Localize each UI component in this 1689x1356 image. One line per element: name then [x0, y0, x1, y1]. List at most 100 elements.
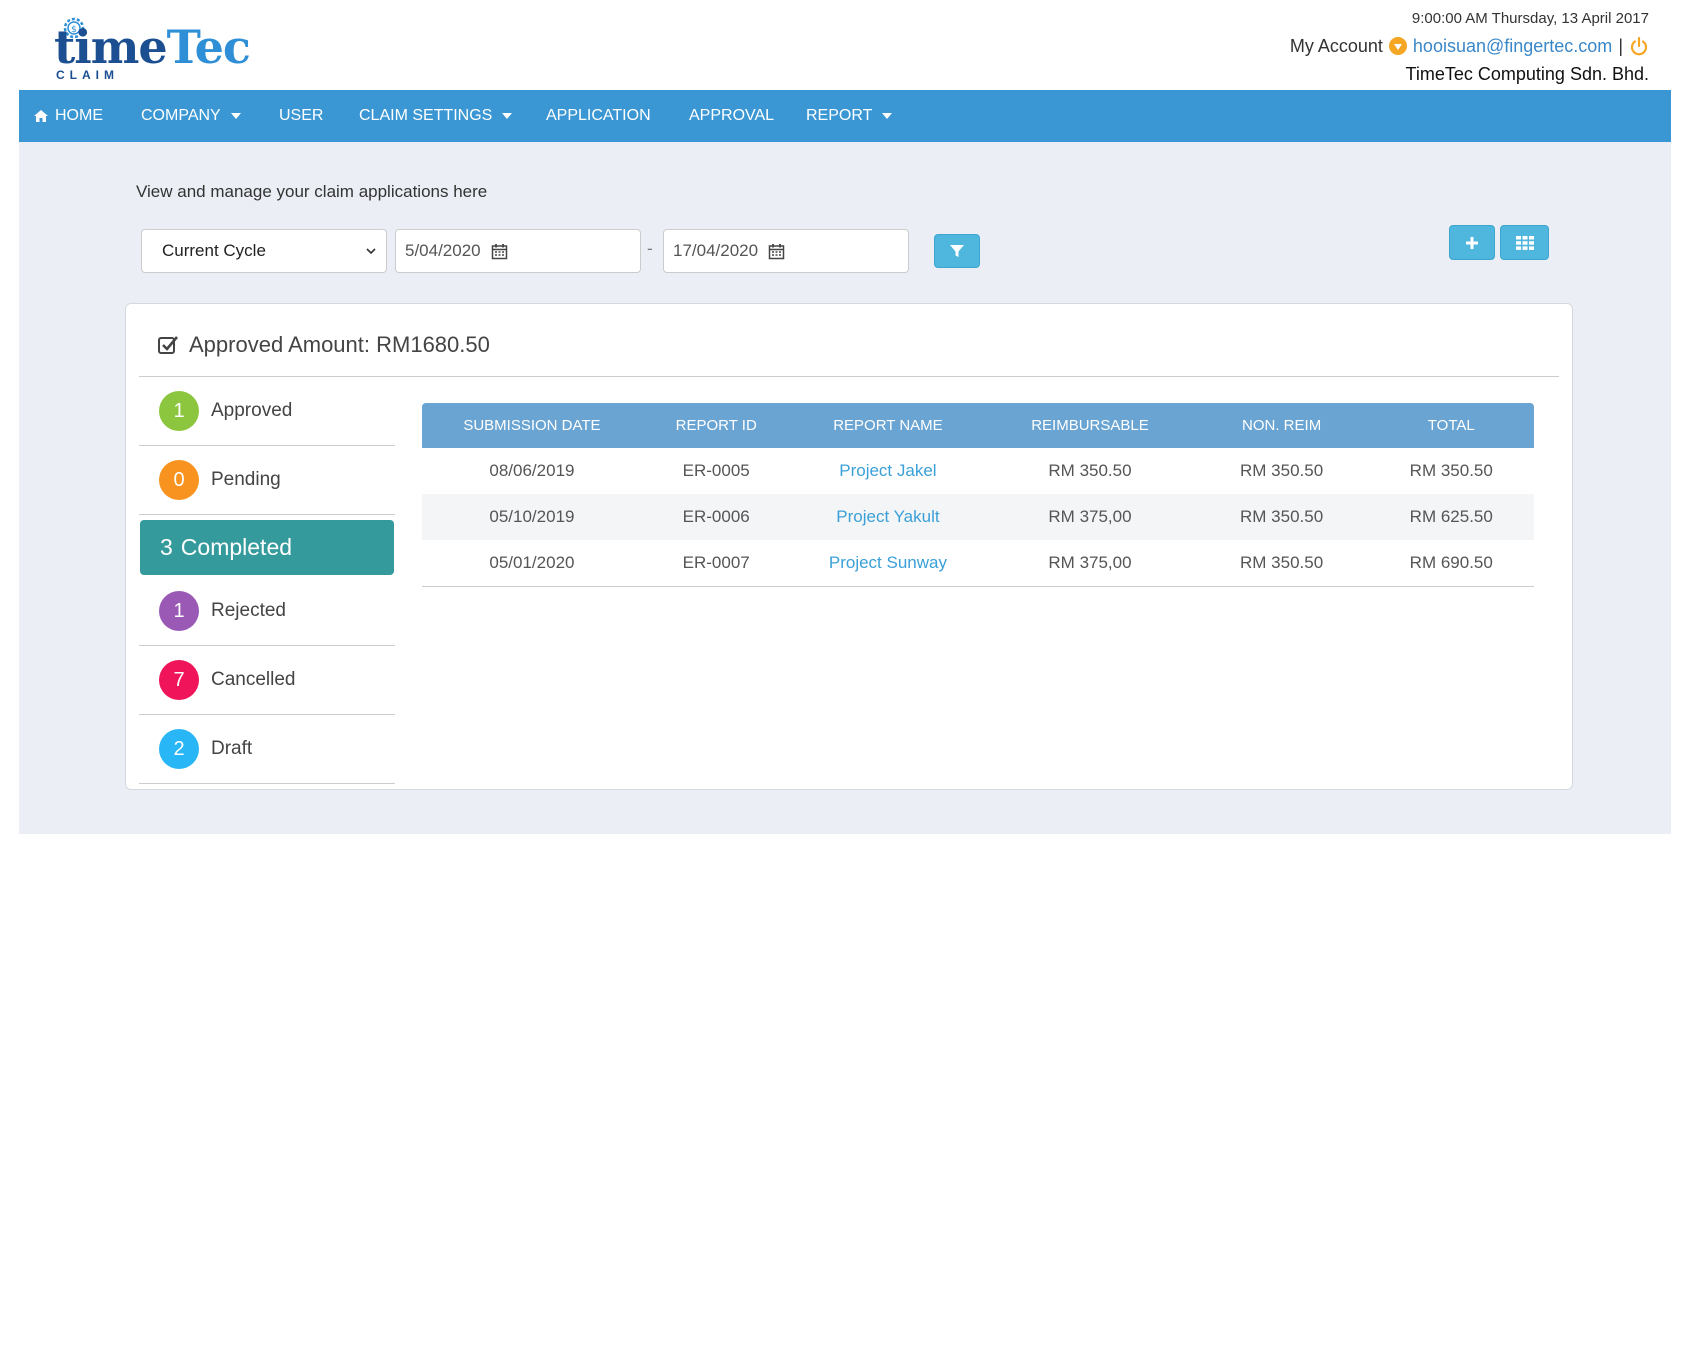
logo-word-time: time	[54, 20, 168, 74]
report-name-link[interactable]: Project Sunway	[790, 540, 986, 587]
add-claim-button[interactable]	[1449, 225, 1495, 260]
table-row[interactable]: 05/01/2020 ER-0007 Project Sunway RM 375…	[422, 540, 1534, 587]
status-count: 3	[160, 534, 173, 560]
date-to-input[interactable]: 17/04/2020	[663, 229, 909, 273]
logo-word-tec: Tec	[166, 20, 251, 74]
user-email-link[interactable]: hooisuan@fingertec.com	[1412, 35, 1613, 56]
main-navbar: HOME COMPANY USER CLAIM SETTINGS APPLICA…	[19, 90, 1671, 142]
table-row[interactable]: 05/10/2019 ER-0006 Project Yakult RM 375…	[422, 494, 1534, 540]
logo-wordmark: timeTec	[54, 24, 251, 70]
nav-approval-label: APPROVAL	[689, 107, 775, 124]
nav-claim-settings[interactable]: CLAIM SETTINGS	[359, 90, 513, 142]
home-icon	[34, 110, 48, 122]
status-pending[interactable]: 0 Pending	[139, 446, 395, 515]
cell-report-id: ER-0005	[682, 461, 750, 480]
table-row[interactable]: 08/06/2019 ER-0005 Project Jakel RM 350.…	[422, 448, 1534, 494]
cell-non-reim: RM 350.50	[1240, 461, 1324, 480]
nav-user[interactable]: USER	[279, 90, 323, 142]
panel-title: Approved Amount: RM1680.50	[157, 332, 490, 358]
status-label: Pending	[211, 469, 281, 490]
col-report-name[interactable]: REPORT NAME	[833, 417, 943, 434]
filter-button[interactable]	[934, 234, 980, 268]
company-name: TimeTec Computing Sdn. Bhd.	[1405, 64, 1649, 84]
date-range-separator: -	[647, 239, 653, 258]
calendar-icon[interactable]	[768, 243, 785, 260]
claims-table-wrap: SUBMISSION DATE REPORT ID REPORT NAME RE…	[422, 403, 1534, 587]
account-dropdown-icon[interactable]	[1388, 37, 1407, 55]
nav-company-label: COMPANY	[141, 107, 221, 124]
col-non-reim[interactable]: NON. REIM	[1242, 417, 1322, 434]
cell-submission-date: 05/01/2020	[422, 540, 642, 587]
cell-total: RM 690.50	[1368, 540, 1534, 587]
timetec-claim-logo[interactable]: $ timeTec CLAIM	[54, 16, 251, 84]
nav-report-label: REPORT	[806, 107, 873, 124]
status-label: Approved	[211, 400, 293, 421]
page-intro-text: View and manage your claim applications …	[136, 182, 488, 201]
main-content: View and manage your claim applications …	[19, 142, 1671, 834]
status-count-badge: 2	[159, 729, 199, 769]
cell-submission-date: 05/10/2019	[489, 507, 575, 526]
status-label: Cancelled	[211, 669, 296, 690]
cell-reimbursable: RM 375,00	[985, 540, 1195, 587]
cell-reimbursable: RM 375,00	[1048, 507, 1132, 526]
nav-claim-settings-label: CLAIM SETTINGS	[359, 107, 493, 124]
date-from-input[interactable]: 5/04/2020	[395, 229, 641, 273]
svg-text:$: $	[71, 25, 77, 35]
chevron-down-icon	[366, 248, 376, 255]
filter-funnel-icon	[950, 245, 964, 257]
report-name-link[interactable]: Project Jakel	[839, 461, 937, 480]
cell-non-reim: RM 350.50	[1194, 540, 1369, 587]
approved-amount: Approved Amount: RM1680.50	[189, 332, 490, 357]
claims-table: SUBMISSION DATE REPORT ID REPORT NAME RE…	[422, 403, 1534, 587]
checkbox-checked-icon	[158, 336, 178, 354]
status-rejected[interactable]: 1 Rejected	[139, 577, 395, 646]
status-label: Completed	[180, 534, 293, 560]
nav-company[interactable]: COMPANY	[141, 90, 241, 142]
nav-report[interactable]: REPORT	[806, 90, 893, 142]
logo-subtitle: CLAIM	[56, 68, 119, 82]
status-cancelled[interactable]: 7 Cancelled	[139, 646, 395, 715]
col-submission-date[interactable]: SUBMISSION DATE	[463, 417, 601, 434]
account-row: My Account hooisuan@fingertec.com |	[1290, 32, 1649, 60]
status-draft[interactable]: 2 Draft	[139, 715, 395, 784]
caret-down-icon	[882, 113, 893, 119]
cell-report-id: ER-0007	[641, 540, 791, 587]
caret-down-icon	[230, 113, 241, 119]
col-report-id[interactable]: REPORT ID	[675, 417, 757, 434]
panel-divider	[139, 376, 1559, 377]
nav-application[interactable]: APPLICATION	[546, 90, 651, 142]
table-header-row: SUBMISSION DATE REPORT ID REPORT NAME RE…	[422, 403, 1534, 448]
current-datetime: 9:00:00 AM Thursday, 13 April 2017	[1411, 10, 1649, 27]
nav-user-label: USER	[279, 107, 324, 124]
cell-report-id: ER-0006	[682, 507, 750, 526]
nav-approval[interactable]: APPROVAL	[689, 90, 774, 142]
cell-total: RM 350.50	[1409, 461, 1493, 480]
col-total[interactable]: TOTAL	[1427, 417, 1475, 434]
status-completed[interactable]: 3 Completed	[140, 520, 394, 575]
header-account-area: 9:00:00 AM Thursday, 13 April 2017 My Ac…	[1290, 10, 1649, 85]
calendar-icon[interactable]	[491, 243, 508, 260]
cell-reimbursable: RM 350.50	[1048, 461, 1132, 480]
report-name-link[interactable]: Project Yakult	[836, 507, 940, 526]
status-approved[interactable]: 1 Approved	[139, 377, 395, 446]
cell-total: RM 625.50	[1409, 507, 1493, 526]
nav-application-label: APPLICATION	[546, 107, 651, 124]
cell-non-reim: RM 350.50	[1240, 507, 1324, 526]
cell-submission-date: 08/06/2019	[489, 461, 575, 480]
account-separator: |	[1618, 35, 1623, 56]
col-reimbursable[interactable]: REIMBURSABLE	[1031, 417, 1149, 434]
status-count-badge: 1	[159, 591, 199, 631]
gear-dollar-icon: $	[63, 17, 85, 39]
grid-icon	[1515, 235, 1534, 250]
claims-panel: Approved Amount: RM1680.50 1 Approved 0 …	[125, 303, 1573, 790]
status-count-badge: 7	[159, 660, 199, 700]
plus-icon	[1466, 236, 1478, 249]
cycle-select-value: Current Cycle	[162, 241, 266, 260]
cycle-select[interactable]: Current Cycle	[141, 229, 387, 273]
grid-view-button[interactable]	[1500, 225, 1549, 260]
power-logout-icon[interactable]	[1629, 36, 1649, 56]
my-account-label[interactable]: My Account	[1289, 35, 1383, 56]
app-header: $ timeTec CLAIM 9:00:00 AM Thursday, 13 …	[19, 0, 1671, 90]
nav-home[interactable]: HOME	[33, 90, 103, 142]
date-from-value: 5/04/2020	[405, 241, 481, 260]
